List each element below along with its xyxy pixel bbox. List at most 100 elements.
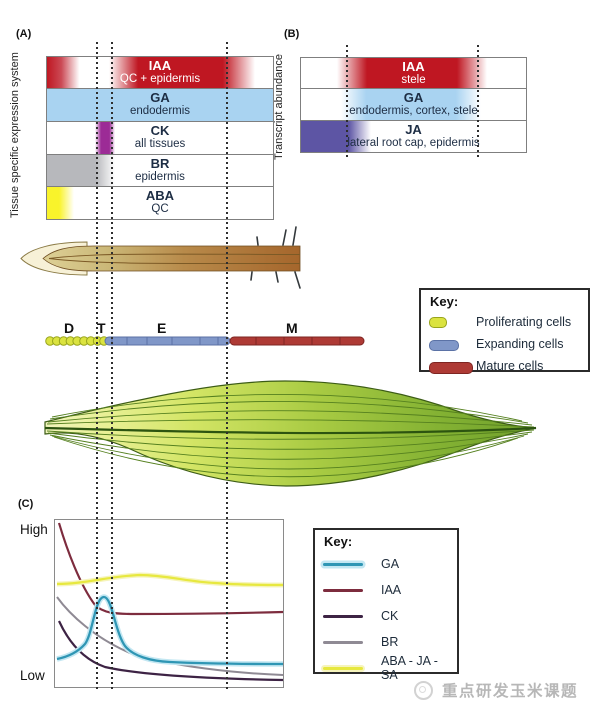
watermark-text: 重点研发玉米课题 <box>442 683 579 700</box>
mature-cell-swatch <box>429 362 473 374</box>
key-item-expanding: Expanding cells <box>421 333 588 355</box>
key-title: Key: <box>324 534 353 549</box>
key-item-mature: Mature cells <box>421 355 588 377</box>
panel-a-label: (A) <box>16 28 32 40</box>
hormone-name: GA <box>150 90 170 105</box>
hormone-name: JA <box>405 122 422 137</box>
ga-abundance-band <box>341 89 481 120</box>
iaa-line-swatch <box>323 588 363 592</box>
y-axis-low-label: Low <box>20 668 45 683</box>
key-title: Key: <box>430 294 459 309</box>
key-item-label: CK <box>381 609 399 623</box>
root-stele-lines <box>48 253 301 265</box>
key-item-proliferating: Proliferating cells <box>421 311 588 333</box>
panel-a-row-br: BR epidermis <box>47 155 273 187</box>
panel-c-label: (C) <box>18 498 34 510</box>
watermark-badge-icon <box>414 680 433 700</box>
panel-a-row-iaa: IAA QC + epidermis <box>47 57 273 89</box>
zone-label-m: M <box>286 320 298 336</box>
key-item-label: BR <box>381 635 399 649</box>
panel-b-label: (B) <box>284 28 300 40</box>
guide-line-panelb-left <box>346 45 348 158</box>
hormone-key: Key: GA IAA CK BR ABA - JA - SA <box>313 528 459 682</box>
ga-curve <box>56 595 284 666</box>
leaf-lateral-veins <box>46 394 535 478</box>
guide-line-dt-boundary <box>96 42 98 690</box>
key-item-label: GA <box>381 557 400 571</box>
key-item-label: Expanding cells <box>476 337 564 351</box>
expanding-cells-bar <box>104 336 231 346</box>
tissue-name: QC <box>151 203 169 216</box>
key-item-label: Proliferating cells <box>476 315 572 329</box>
aba-ja-sa-curve <box>56 573 284 587</box>
hormone-name: BR <box>150 156 170 171</box>
key-item-iaa: IAA <box>315 577 457 603</box>
hormone-name: GA <box>403 90 424 105</box>
iaa-expression-band <box>109 57 255 88</box>
key-item-ck: CK <box>315 603 457 629</box>
panel-b-row-ja: JA lateral root cap, epidermis <box>301 121 526 152</box>
leaf-illustration <box>44 380 537 487</box>
watermark: 重点研发玉米课题 <box>414 679 578 701</box>
key-item-ga: GA <box>315 551 457 577</box>
panel-a-row-ck: CK all tissues <box>47 122 273 155</box>
hormone-name: IAA <box>148 58 172 73</box>
br-line-swatch <box>323 640 363 644</box>
root-body <box>42 245 301 272</box>
root-hairs <box>250 226 301 289</box>
hormone-name: ABA <box>145 188 175 203</box>
root-illustration <box>20 226 301 289</box>
tissue-name: lateral root cap, epidermis <box>347 137 480 150</box>
ck-line-swatch <box>323 614 363 618</box>
panel-a-table: IAA QC + epidermis GA endodermis CK all … <box>46 56 274 220</box>
panel-a-row-aba: ABA QC <box>47 187 273 219</box>
guide-line-te-boundary <box>111 42 113 690</box>
mature-cells-bar <box>229 336 365 346</box>
iaa-left-band <box>47 57 83 88</box>
hormone-level-plot <box>54 519 284 688</box>
tissue-name: all tissues <box>134 138 186 151</box>
tissue-name: stele <box>401 74 426 87</box>
tissue-name: epidermis <box>135 171 185 184</box>
guide-line-em-boundary <box>226 42 228 690</box>
key-item-aba-ja-sa: ABA - JA - SA <box>315 654 457 682</box>
ja-abundance-band <box>301 121 371 152</box>
leaf-midrib-vein <box>44 426 537 435</box>
aba-ja-sa-line-swatch <box>323 666 363 670</box>
ck-expression-band <box>95 122 115 154</box>
zone-label-d: D <box>64 320 75 336</box>
tissue-name: endodermis <box>129 105 191 118</box>
expanding-cell-swatch <box>429 339 459 351</box>
hormone-name: IAA <box>402 59 425 74</box>
hormone-name: CK <box>150 123 170 138</box>
panel-b-row-iaa: IAA stele <box>301 58 526 89</box>
panel-b-axis-label: Transcript abundance <box>273 54 285 160</box>
cell-zone-bar <box>45 336 365 346</box>
y-axis-high-label: High <box>20 522 48 537</box>
iaa-curve <box>57 522 284 616</box>
mature-cell-ticks <box>255 337 341 345</box>
ck-curve <box>58 620 284 682</box>
hormone-level-curves <box>56 522 284 682</box>
panel-a-axis-label: Tissue specific expression system <box>9 52 21 218</box>
key-item-label: ABA - JA - SA <box>381 654 438 682</box>
key-item-label: IAA <box>381 583 402 597</box>
key-item-label: Mature cells <box>476 359 544 373</box>
tissue-name: QC + epidermis <box>119 73 201 86</box>
br-expression-band <box>47 155 115 186</box>
aba-expression-band <box>47 187 74 219</box>
guide-line-panelb-right <box>477 45 479 158</box>
panel-b-table: IAA stele GA endodermis, cortex, stele J… <box>300 57 527 153</box>
panel-a-row-ga: GA endodermis <box>47 89 273 122</box>
zone-label-e: E <box>157 320 167 336</box>
panel-b-row-ga: GA endodermis, cortex, stele <box>301 89 526 121</box>
proliferating-cells-chain <box>45 336 109 346</box>
ga-line-swatch <box>323 562 363 566</box>
key-item-br: BR <box>315 629 457 655</box>
tissue-name: endodermis, cortex, stele <box>349 105 478 118</box>
zone-label-t: T <box>97 320 106 336</box>
proliferating-cell-swatch <box>429 316 447 328</box>
cell-type-key: Key: Proliferating cells Expanding cells… <box>419 288 590 374</box>
iaa-abundance-band <box>337 58 487 88</box>
